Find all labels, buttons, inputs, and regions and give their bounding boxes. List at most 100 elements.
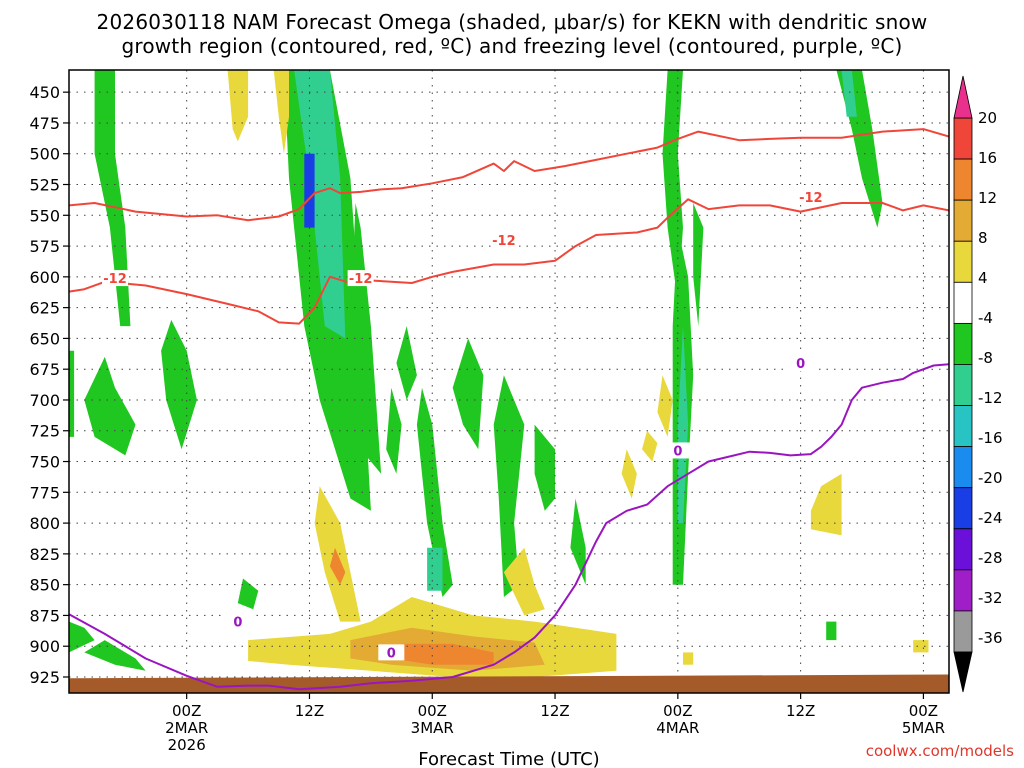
colorbar-label-2: 12	[978, 189, 997, 207]
omega-band-20	[693, 203, 704, 327]
omega-band-6	[294, 70, 346, 339]
dgz-contour-label-3: -12	[799, 191, 823, 206]
y-tick-label-12: 750	[29, 453, 60, 472]
x-tick-label-1-0: 12Z	[295, 702, 324, 720]
omega-band-14	[493, 375, 525, 597]
colorbar-swatch-5	[953, 322, 973, 365]
y-tick-label-17: 875	[29, 606, 60, 625]
credit-text: coolwx.com/models	[865, 742, 1014, 760]
y-tick-label-2: 500	[29, 145, 60, 164]
x-tick-label-2-1: 3MAR	[411, 719, 454, 737]
freezing-contour-label-0: 0	[673, 444, 682, 459]
freezing-contour-label-3: 0	[233, 616, 242, 631]
freezing-contour-label-bg-0	[664, 442, 691, 459]
y-tick-label-19: 925	[29, 668, 60, 687]
y-tick-label-13: 775	[29, 483, 60, 502]
x-tick-label-6-0: 00Z	[909, 702, 938, 720]
colorbar-arrow-top	[953, 75, 973, 119]
colorbar-label-10: -24	[978, 509, 1003, 527]
ground-fill	[69, 674, 949, 693]
dgz-contour-label-bg-4	[347, 270, 374, 287]
colorbar-swatch-9	[953, 487, 973, 530]
omega-band-32	[503, 547, 545, 616]
y-tick-label-16: 850	[29, 576, 60, 595]
omega-band-23	[69, 621, 95, 653]
plot-frame	[68, 69, 950, 694]
dgz-contour-label-bg-2	[490, 231, 517, 248]
omega-band-1	[94, 70, 131, 327]
colorbar-label-1: 16	[978, 149, 997, 167]
freezing-contour-line-0	[69, 363, 949, 691]
colorbar-swatch-1	[953, 158, 973, 201]
y-tick-label-11: 725	[29, 422, 60, 441]
omega-band-29	[314, 486, 361, 622]
omega-band-4	[161, 319, 197, 450]
omega-band-13	[452, 338, 484, 450]
y-tick-label-15: 825	[29, 545, 60, 564]
omega-band-27	[227, 70, 249, 142]
colorbar-swatch-11	[953, 569, 973, 612]
colorbar-label-12: -32	[978, 589, 1003, 607]
y-tick-label-1: 475	[29, 114, 60, 133]
omega-band-25	[237, 578, 259, 610]
colorbar-label-8: -16	[978, 429, 1003, 447]
colorbar-label-5: -4	[978, 309, 993, 327]
colorbar-swatch-7	[953, 405, 973, 448]
omega-band-37	[657, 375, 673, 437]
x-tick-label-3-0: 12Z	[540, 702, 569, 720]
omega-band-2	[69, 350, 75, 437]
omega-band-34	[391, 643, 494, 665]
chart-title-line-1: 2026030118 NAM Forecast Omega (shaded, μ…	[96, 10, 928, 34]
y-tick-label-6: 600	[29, 268, 60, 287]
omega-band-39	[683, 652, 694, 665]
colorbar-label-11: -28	[978, 549, 1003, 567]
y-tick-label-8: 650	[29, 329, 60, 348]
y-tick-label-3: 525	[29, 176, 60, 195]
omega-band-40	[913, 640, 929, 653]
y-tick-label-4: 550	[29, 206, 60, 225]
x-tick-label-6-1: 5MAR	[902, 719, 945, 737]
x-tick-label-4-1: 4MAR	[656, 719, 699, 737]
y-tick-label-14: 800	[29, 514, 60, 533]
x-tick-label-0-2: 2026	[168, 736, 206, 754]
omega-band-24	[84, 640, 146, 671]
dgz-contour-label-1: -12	[103, 272, 127, 287]
chart-title-line-2: growth region (contoured, red, ºC) and f…	[121, 34, 903, 58]
colorbar-label-13: -36	[978, 629, 1003, 647]
colorbar-label-9: -20	[978, 469, 1003, 487]
omega-band-11	[416, 387, 453, 597]
freezing-contour-label-2: 0	[387, 646, 396, 661]
colorbar-label-0: 20	[978, 109, 997, 127]
omega-band-19	[677, 326, 689, 524]
omega-band-9	[386, 387, 402, 474]
y-tick-label-18: 900	[29, 637, 60, 656]
colorbar-swatch-8	[953, 446, 973, 489]
colorbar-swatch-4	[953, 281, 973, 324]
omega-band-30	[329, 547, 346, 585]
x-axis-label: Forecast Time (UTC)	[418, 749, 599, 768]
dgz-contour-line-0	[69, 128, 949, 222]
freezing-contour-label-bg-1	[787, 355, 814, 372]
omega-band-36	[642, 430, 658, 462]
colorbar-label-6: -8	[978, 349, 993, 367]
freezing-contour-label-bg-2	[378, 644, 405, 661]
colorbar-swatch-6	[953, 364, 973, 406]
omega-band-3	[84, 356, 136, 456]
colorbar-swatch-2	[953, 199, 973, 242]
x-tick-label-4-0: 00Z	[663, 702, 692, 720]
colorbar-swatch-3	[953, 240, 973, 283]
x-tick-label-5-0: 12Z	[786, 702, 815, 720]
y-tick-label-7: 625	[29, 299, 60, 318]
y-tick-label-5: 575	[29, 237, 60, 256]
dgz-contour-line-1	[69, 198, 949, 325]
omega-band-16	[570, 498, 586, 585]
omega-band-38	[810, 473, 842, 536]
x-tick-label-2-0: 00Z	[418, 702, 447, 720]
y-tick-label-10: 700	[29, 391, 60, 410]
omega-band-26	[826, 621, 837, 641]
colorbar-swatch-12	[953, 610, 973, 653]
dgz-contour-label-bg-3	[797, 188, 824, 205]
dgz-contour-label-bg-1	[102, 270, 129, 287]
